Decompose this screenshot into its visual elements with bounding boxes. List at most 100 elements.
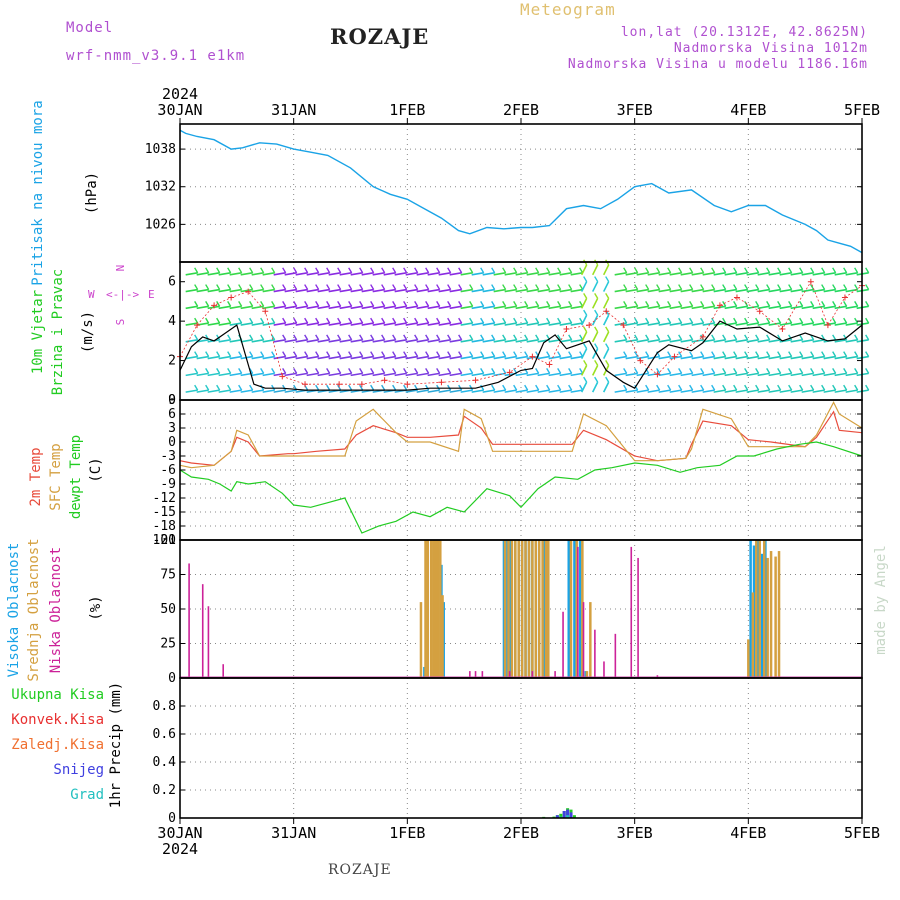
wind-barb-tick bbox=[502, 267, 507, 274]
wind-barb-tick bbox=[337, 334, 342, 341]
wind-barb bbox=[218, 305, 231, 310]
wind-barb-tick bbox=[777, 317, 782, 324]
wind-barb-tick bbox=[458, 334, 463, 341]
wind-barb-tick bbox=[605, 276, 610, 282]
wind-barb-tick bbox=[634, 300, 639, 307]
wind-barb-tick bbox=[392, 351, 397, 357]
wind-barb-tick bbox=[722, 334, 727, 341]
wind-barb bbox=[416, 272, 429, 276]
wind-barb bbox=[218, 339, 231, 343]
wind-barb-tick bbox=[700, 300, 705, 307]
wind-barb bbox=[196, 372, 209, 377]
wind-barb bbox=[591, 331, 599, 343]
wind-barb bbox=[207, 372, 220, 377]
wind-barb bbox=[262, 355, 275, 360]
wind-barb-tick bbox=[689, 267, 694, 274]
wind-barb-tick bbox=[271, 351, 276, 357]
cloud-high-bar bbox=[573, 540, 576, 678]
wind-barb-tick bbox=[381, 317, 386, 324]
wind-barb bbox=[339, 305, 352, 310]
gust-marker bbox=[603, 308, 610, 315]
wind-barb-tick bbox=[865, 334, 870, 341]
wind-barb-tick bbox=[645, 267, 650, 274]
wind-barb bbox=[602, 281, 610, 292]
wind-barb-tick bbox=[832, 284, 837, 290]
wind-barb bbox=[580, 364, 588, 376]
wind-barb bbox=[779, 272, 792, 276]
wind-barb bbox=[306, 272, 319, 276]
wind-barb-tick bbox=[205, 300, 210, 307]
wind-barb bbox=[614, 339, 627, 343]
wind-barb bbox=[636, 389, 649, 393]
cloud-low-bar bbox=[474, 671, 477, 678]
wind-barb bbox=[570, 339, 583, 343]
wind-barb bbox=[207, 288, 220, 293]
wind-barb-tick bbox=[238, 300, 243, 307]
wind-barb-tick bbox=[535, 384, 540, 391]
wind-barb-tick bbox=[689, 334, 694, 341]
cloud-mid-bar bbox=[514, 540, 517, 678]
cloud-mid-bar bbox=[589, 602, 592, 678]
wind-barb-tick bbox=[282, 267, 287, 274]
cloud-low-bar bbox=[531, 671, 534, 678]
wind-barb-tick bbox=[359, 367, 364, 374]
wind-barb-tick bbox=[480, 334, 485, 341]
wind-barb bbox=[845, 322, 858, 326]
cloud-mid-bar bbox=[517, 540, 520, 678]
wind-barb-tick bbox=[425, 267, 430, 274]
wind-barb-tick bbox=[634, 351, 639, 357]
wind-barb-tick bbox=[634, 367, 639, 374]
x-tick-label-bottom: 30JAN bbox=[157, 824, 202, 842]
wind-barb-tick bbox=[722, 300, 727, 307]
y-tick-label: 0 bbox=[168, 671, 176, 686]
wind-barb bbox=[394, 372, 407, 377]
wind-barb-tick bbox=[403, 351, 408, 357]
wind-barb-tick bbox=[425, 367, 430, 374]
wind-barb-tick bbox=[865, 367, 870, 374]
wind-barb bbox=[405, 389, 418, 393]
wind-barb-tick bbox=[337, 384, 342, 391]
wind-barb bbox=[834, 372, 847, 377]
wind-barb bbox=[823, 355, 836, 360]
cloud-mid-bar bbox=[755, 540, 758, 678]
gust-marker bbox=[336, 381, 343, 388]
wind-barb-tick bbox=[205, 384, 210, 391]
wind-barb-tick bbox=[447, 351, 452, 357]
wind-barb-tick bbox=[381, 300, 386, 307]
wind-barb-tick bbox=[370, 267, 375, 274]
wind-barb bbox=[691, 288, 704, 293]
wind-barb bbox=[647, 339, 660, 343]
wind-unit: (m/s) bbox=[80, 311, 96, 353]
wind-barb bbox=[394, 305, 407, 310]
wind-barb-tick bbox=[854, 351, 859, 357]
wind-barb-tick bbox=[843, 367, 848, 374]
wind-barb bbox=[647, 305, 660, 310]
wind-barb-tick bbox=[733, 384, 738, 391]
wind-barb-tick bbox=[227, 267, 232, 274]
wind-barb-tick bbox=[282, 317, 287, 324]
wind-barb-tick bbox=[370, 334, 375, 341]
wind-barb-tick bbox=[260, 300, 265, 307]
wind-barb-tick bbox=[689, 384, 694, 391]
wind-barb bbox=[724, 305, 737, 310]
wind-barb-tick bbox=[293, 284, 298, 290]
cloud-mid-bar bbox=[547, 540, 550, 678]
wind-barb-tick bbox=[414, 351, 419, 357]
gust-marker bbox=[546, 361, 553, 368]
y-tick-label: -15 bbox=[153, 505, 176, 520]
wind-barb bbox=[735, 372, 748, 377]
wind-barb-tick bbox=[282, 300, 287, 307]
wind-barb-tick bbox=[865, 267, 870, 274]
wind-barb-tick bbox=[348, 367, 353, 374]
wind-barb bbox=[273, 272, 286, 276]
wind-barb bbox=[251, 322, 264, 326]
wind-barb-tick bbox=[843, 351, 848, 357]
wind-barb bbox=[779, 288, 792, 293]
temp-label-2m: 2m Temp bbox=[28, 447, 44, 506]
wind-barb bbox=[339, 322, 352, 326]
temp-2m-line bbox=[179, 410, 863, 466]
y-tick-label: 6 bbox=[168, 275, 176, 290]
wind-barb bbox=[834, 355, 847, 360]
wind-barb-tick bbox=[656, 367, 661, 374]
wind-barb bbox=[845, 272, 858, 276]
